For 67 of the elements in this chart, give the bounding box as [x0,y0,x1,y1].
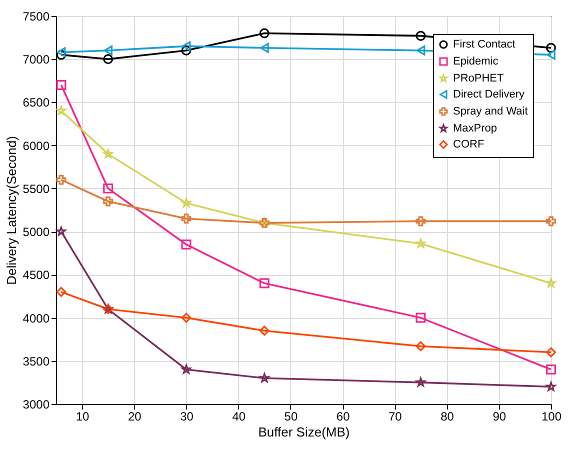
x-tick-label: 50 [284,410,298,424]
y-tick-label: 3000 [22,398,50,412]
point [546,50,556,60]
legend-label: Epidemic [453,56,499,68]
y-tick-label: 6000 [22,138,50,153]
x-tick-label: 80 [440,410,454,424]
x-tick-label: 90 [492,410,506,424]
point [416,377,426,387]
point [260,42,269,53]
point [416,312,426,323]
point [103,148,113,158]
point [182,41,191,52]
x-tick-label: 30 [180,410,194,424]
x-tick-label: 60 [336,410,350,424]
legend-label: MaxProp [453,122,498,134]
point [56,80,66,90]
point [56,47,66,58]
y-tick-label: 7500 [22,10,50,24]
point [416,30,426,41]
point [103,54,114,64]
y-tick-label: 5500 [22,182,50,196]
y-tick-label: 3500 [22,354,50,368]
point [181,198,192,208]
point [56,226,66,236]
x-tick-label: 10 [76,410,90,424]
y-tick-label: 4500 [22,268,50,282]
point [416,46,426,56]
y-tick-label: 5000 [22,225,50,240]
point [546,216,556,226]
point [103,196,114,206]
point [259,326,270,336]
legend-label: Direct Delivery [453,88,526,100]
x-axis-title: Buffer Size(MB) [258,424,350,440]
point [416,216,426,226]
x-tick-label: 100 [541,410,562,424]
x-tick-label: 70 [388,410,402,424]
point [259,278,270,288]
x-tick-label: 20 [128,410,142,424]
legend-label: CORF [453,138,484,150]
point [546,364,556,374]
point [104,46,113,56]
legend-label: PRoPHET [453,72,504,84]
point [416,238,426,248]
point [546,382,556,391]
point [546,347,556,358]
point [181,240,192,250]
y-tick-label: 6500 [22,96,50,110]
point [181,364,192,374]
point [56,50,66,60]
point [260,373,270,382]
x-tick-label: 40 [232,410,246,424]
legend-label: Spray and Wait [453,106,528,118]
point [416,341,426,352]
point [181,312,192,323]
point [56,286,66,297]
y-tick-label: 7000 [22,52,50,67]
legend-label: First Contact [453,38,516,50]
point [56,174,66,185]
point [103,183,114,194]
point [259,28,270,38]
point [56,106,66,116]
y-tick-label: 4000 [22,311,50,326]
point [181,46,192,56]
y-axis-title: Delivery Latency(Second) [4,136,19,285]
point [181,214,192,224]
point [546,278,556,288]
point [546,42,556,53]
